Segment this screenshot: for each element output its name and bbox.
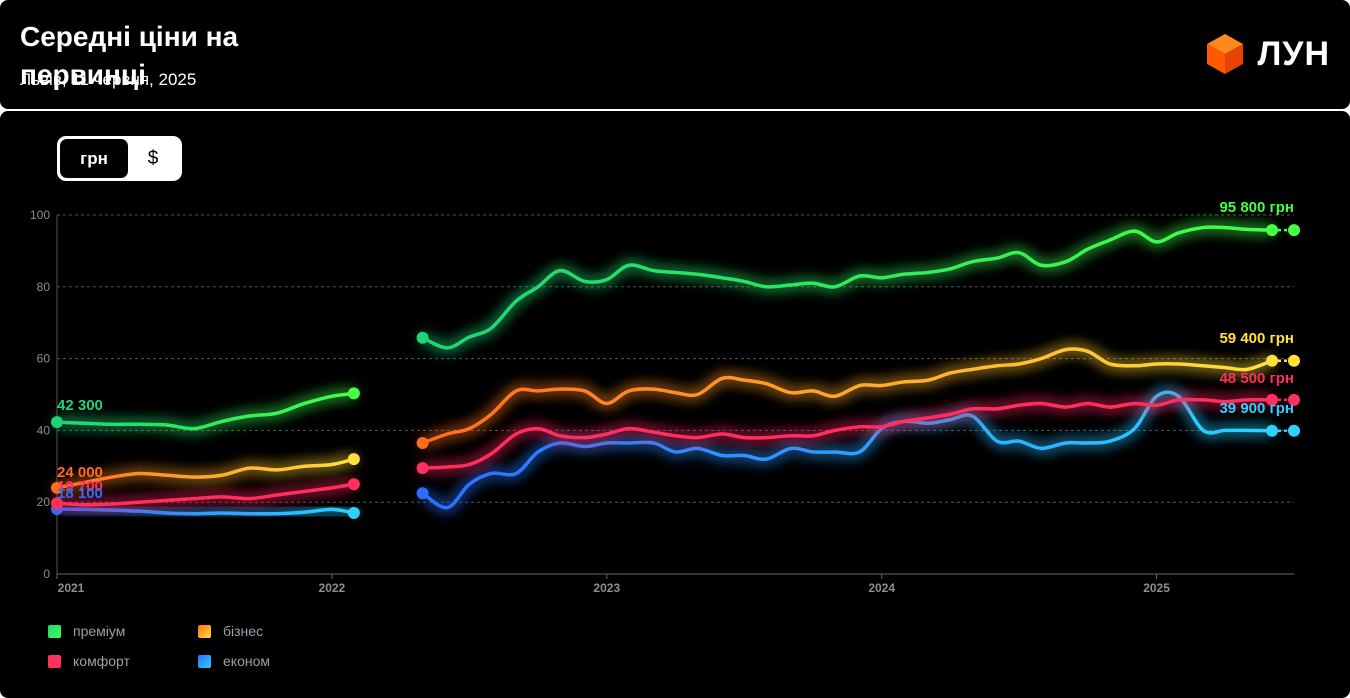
legend-swatch [198, 624, 211, 638]
series-1 [51, 347, 1300, 494]
segment-end-point [347, 506, 360, 519]
legend-item-premium[interactable]: преміум [48, 623, 125, 639]
brand-logo[interactable]: ЛУН [1205, 32, 1330, 76]
last-point [1266, 424, 1279, 437]
currency-usd-option[interactable]: $ [147, 147, 159, 169]
cube-logo-icon [1207, 34, 1244, 74]
legend-label: економ [223, 653, 270, 669]
legend-item-comfort[interactable]: комфорт [48, 653, 130, 669]
segment-start-point [51, 497, 63, 510]
series-line [55, 482, 356, 507]
x-tick-label: 2025 [1143, 581, 1170, 595]
current-value-point [1288, 424, 1300, 437]
x-tick-label: 2022 [319, 581, 346, 595]
start-value-label: 18 100 [57, 485, 103, 502]
x-tick-label: 2023 [593, 581, 620, 595]
current-value-label: 48 500 грн [1219, 370, 1294, 387]
currency-uah-option[interactable]: грн [60, 139, 128, 178]
last-point [1266, 224, 1279, 237]
legend-item-econom[interactable]: економ [198, 653, 270, 669]
legend-label: бізнес [223, 623, 264, 639]
series-2 [51, 393, 1300, 510]
page-subtitle: Львів, 11 червня, 2025 [20, 70, 197, 89]
y-tick-label: 20 [37, 495, 51, 509]
y-tick-label: 80 [37, 280, 51, 294]
y-tick-label: 100 [30, 208, 50, 222]
series-line [420, 225, 1274, 350]
series-0 [51, 224, 1300, 431]
series-line [420, 390, 1274, 510]
chart-panel: грн $ 0 20 40 60 80 100 2021 2022 2023 2024 2025 95… [0, 111, 1350, 698]
segment-end-point [347, 387, 360, 400]
legend-label: комфорт [73, 653, 130, 669]
segment-start-point [416, 436, 429, 449]
y-tick-label: 0 [43, 567, 50, 581]
legend-swatch [198, 654, 211, 668]
current-value-label: 95 800 грн [1219, 199, 1294, 216]
segment-start-point [416, 487, 429, 500]
header: Середні ціни на первинці Львів, 11 червн… [0, 0, 1350, 109]
series-3 [51, 390, 1300, 519]
currency-toggle: грн $ [57, 136, 182, 181]
segment-end-point [347, 453, 360, 466]
legend-item-business[interactable]: бізнес [198, 623, 263, 639]
y-tick-label: 40 [37, 423, 51, 437]
x-tick-label: 2021 [58, 581, 85, 595]
legend-label: преміум [73, 623, 126, 639]
segment-start-point [416, 331, 429, 344]
page-title: Середні ціни на первинці [20, 21, 239, 90]
x-tick-label: 2024 [868, 581, 895, 595]
current-value-point [1288, 354, 1300, 367]
line-chart: 0 20 40 60 80 100 2021 2022 2023 2024 2025 95 800 г… [30, 199, 1300, 595]
last-point [1266, 354, 1279, 367]
segment-start-point [51, 481, 63, 494]
start-value-label: 19 700 [57, 478, 103, 495]
series-line [420, 397, 1274, 470]
segment-start-point [51, 416, 63, 429]
segment-end-point [347, 478, 360, 491]
current-value-point [1288, 393, 1300, 406]
series-line [55, 457, 356, 490]
series-line [55, 507, 356, 516]
y-tick-label: 60 [37, 352, 51, 366]
series-line [420, 347, 1274, 445]
brand-name: ЛУН [1257, 34, 1330, 73]
legend-swatch [48, 654, 61, 668]
start-value-label: 42 300 [57, 397, 103, 414]
current-value-point [1288, 224, 1300, 237]
current-value-label: 39 900 грн [1219, 400, 1294, 417]
series-line [55, 391, 356, 431]
segment-start-point [416, 462, 429, 475]
start-value-label: 24 000 [57, 464, 103, 481]
current-value-label: 59 400 грн [1219, 330, 1294, 347]
legend-swatch [48, 624, 61, 638]
last-point [1266, 393, 1279, 406]
